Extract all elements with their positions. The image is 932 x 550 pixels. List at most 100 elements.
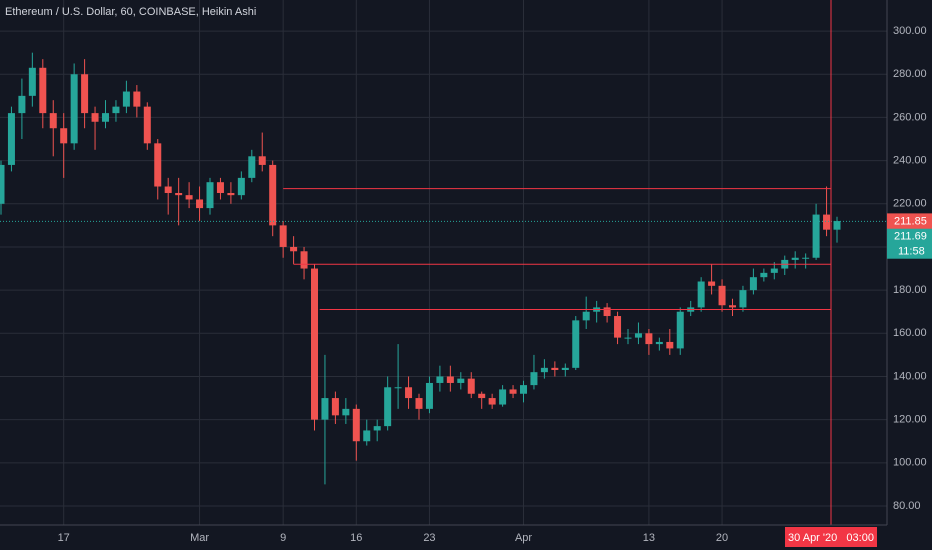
crosshair-tag: [785, 527, 877, 547]
candle-body: [760, 272, 768, 278]
candle-body: [60, 128, 68, 144]
candle-body: [582, 311, 590, 321]
candle-body: [446, 376, 454, 383]
y-tick-label: 100.00: [893, 457, 927, 469]
y-tick-label: 280.00: [893, 68, 927, 80]
candle-body: [708, 281, 716, 286]
countdown-label: 11:58: [898, 246, 925, 258]
candle-body: [729, 305, 736, 308]
x-tick-label: 20: [716, 532, 728, 544]
candle-body: [0, 164, 5, 204]
candle-body: [812, 214, 820, 258]
overlays: [0, 0, 887, 525]
candle-body: [18, 95, 26, 114]
candle-body: [634, 333, 642, 338]
candle-body: [269, 164, 277, 226]
y-tick-label: 160.00: [893, 327, 927, 339]
candle-body: [342, 408, 350, 416]
candle-body: [697, 281, 705, 308]
candle-body: [237, 177, 245, 196]
candle-body: [802, 257, 810, 259]
y-tick-label: 300.00: [893, 25, 927, 37]
candle-body: [39, 67, 47, 114]
candle-body: [499, 389, 507, 405]
y-tick-label: 260.00: [893, 111, 927, 123]
marker-price-tag: [887, 228, 932, 259]
y-tick-label: 180.00: [893, 284, 927, 296]
candle-body: [112, 106, 120, 114]
y-tick-label: 140.00: [893, 370, 927, 382]
candle-body: [666, 341, 674, 349]
candle-body: [530, 372, 538, 386]
candle-body: [603, 307, 611, 317]
candle-body: [248, 156, 256, 178]
candle-body: [624, 337, 632, 339]
candle-body: [467, 378, 475, 394]
candle-body: [394, 387, 402, 389]
x-tick-label: 23: [423, 532, 435, 544]
candle-body: [823, 214, 831, 230]
x-tick-label: 13: [643, 532, 655, 544]
candle-body: [770, 268, 778, 273]
crosshair-label: 30 Apr '20 03:00: [788, 532, 874, 544]
last-price-label: 211.85: [894, 215, 927, 227]
candle-body: [676, 311, 684, 349]
candle-body: [405, 387, 413, 399]
candle-body: [91, 113, 99, 122]
candle-body: [833, 221, 841, 230]
candle-body: [49, 113, 57, 129]
candle-body: [363, 430, 371, 442]
candle-body: [739, 290, 747, 308]
candles: [0, 52, 841, 485]
candle-body: [279, 225, 287, 247]
candle-body: [300, 251, 308, 269]
candle-body: [655, 341, 663, 345]
candle-body: [331, 398, 339, 416]
candle-body: [28, 67, 36, 96]
candle-body: [384, 387, 392, 427]
candle-body: [154, 143, 162, 187]
candle-body: [749, 277, 757, 291]
x-tick-label: Mar: [190, 532, 209, 544]
candle-body: [352, 408, 360, 442]
candle-body: [321, 398, 329, 420]
candle-body: [311, 268, 318, 420]
candle-body: [572, 320, 580, 368]
y-tick-label: 80.00: [893, 500, 921, 512]
grid: [0, 0, 887, 525]
candle-body: [227, 192, 235, 196]
candle-body: [7, 113, 15, 165]
y-tick-label: 220.00: [893, 198, 927, 210]
candle-body: [457, 378, 465, 383]
candle-body: [561, 367, 569, 371]
marker-price-label: 211.69: [894, 231, 927, 243]
candle-body: [122, 91, 130, 107]
candle-body: [70, 74, 78, 144]
candle-body: [645, 333, 653, 345]
candle-body: [436, 376, 444, 383]
candle-body: [185, 195, 193, 200]
candle-body: [81, 74, 89, 114]
x-tick-label: Apr: [515, 532, 532, 544]
x-tick-label: 17: [58, 532, 70, 544]
candle-body: [164, 186, 172, 193]
candle-body: [520, 385, 527, 394]
candle-body: [373, 426, 381, 431]
candle-body: [196, 199, 204, 209]
candle-body: [614, 316, 622, 338]
candle-body: [290, 246, 298, 252]
candle-body: [216, 182, 224, 193]
candle-body: [551, 367, 559, 371]
candle-body: [133, 91, 141, 107]
candle-body: [478, 393, 486, 399]
candle-body: [488, 398, 496, 405]
candle-body: [102, 113, 109, 122]
candle-body: [540, 367, 548, 373]
x-tick-label: 9: [280, 532, 286, 544]
candle-body: [791, 257, 799, 260]
candle-body: [718, 285, 726, 306]
candle-body: [415, 398, 423, 409]
last-price-tag: [887, 213, 932, 230]
